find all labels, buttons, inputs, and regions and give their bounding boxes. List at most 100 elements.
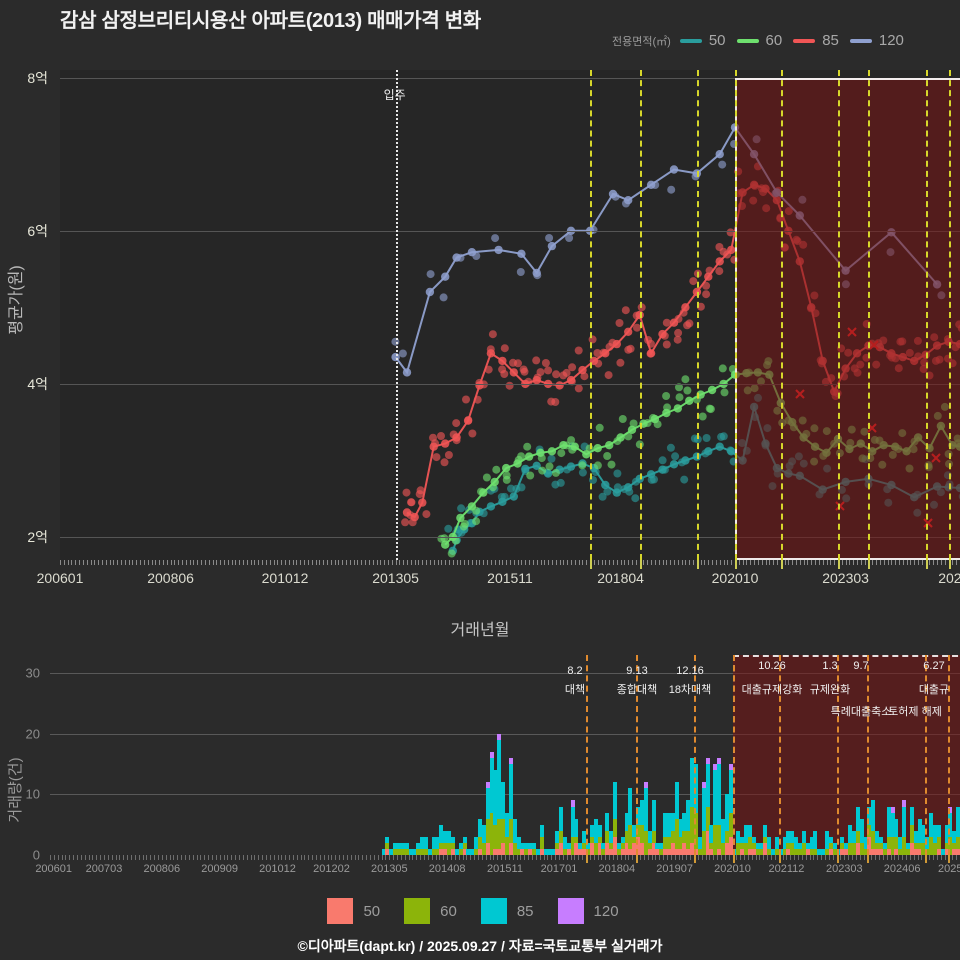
volume-xtick — [103, 855, 105, 860]
data-point — [489, 483, 497, 492]
volume-bar-segment-60 — [917, 842, 922, 849]
volume-bar-segment-85 — [913, 830, 918, 843]
volume-xtick — [231, 855, 233, 860]
main-xtick — [197, 560, 199, 565]
volume-policy-line — [836, 655, 839, 855]
volume-bar — [447, 830, 452, 855]
volume-xtick — [169, 855, 171, 860]
main-xtick — [662, 560, 664, 565]
volume-bar — [435, 836, 440, 855]
volume-xtick — [285, 855, 287, 860]
main-xtick — [220, 560, 222, 565]
volume-label-50: 50 — [363, 902, 381, 920]
volume-xtick — [196, 855, 198, 860]
main-xtick — [796, 560, 798, 565]
volume-bar — [886, 806, 891, 855]
volume-xtick — [647, 855, 649, 860]
volume-bar — [528, 842, 533, 855]
volume-gridline — [50, 733, 960, 735]
main-gridline — [60, 537, 960, 539]
volume-bar-segment-85 — [620, 836, 625, 843]
main-xtick — [712, 560, 714, 565]
volume-bar — [639, 800, 644, 855]
volume-bar-segment-85 — [732, 848, 737, 855]
data-point — [644, 336, 653, 344]
volume-xtick — [335, 855, 337, 860]
volume-bar — [921, 824, 926, 855]
data-point — [593, 461, 602, 470]
volume-bar-segment-60 — [481, 842, 486, 855]
volume-bar — [458, 842, 463, 855]
volume-xtick — [767, 855, 769, 860]
volume-bar-segment-85 — [612, 782, 617, 819]
main-xtick — [940, 560, 942, 565]
volume-bar-segment-50 — [520, 848, 525, 855]
volume-xtick — [96, 855, 98, 860]
main-xtick — [414, 560, 416, 565]
data-point — [432, 453, 441, 462]
volume-bar-segment-120 — [713, 764, 718, 771]
main-xtick — [792, 560, 794, 565]
main-xtick — [811, 560, 813, 565]
main-xtick — [830, 560, 832, 565]
volume-xtick-major — [867, 855, 870, 863]
volume-xtick — [127, 855, 129, 860]
main-xtick — [300, 560, 302, 565]
volume-bar — [574, 818, 579, 855]
volume-bar — [601, 842, 606, 855]
volume-xtick — [76, 855, 78, 860]
main-xtick — [124, 560, 126, 565]
data-point — [662, 340, 671, 349]
volume-bar-segment-85 — [759, 842, 764, 849]
volume-bar-segment-60 — [755, 848, 760, 855]
volume-xtick — [844, 855, 846, 860]
volume-xtick — [771, 855, 773, 860]
main-xtick-major — [948, 560, 951, 569]
main-ytick-label: 2억 — [27, 529, 48, 546]
main-xtick — [483, 560, 485, 565]
main-xtick — [296, 560, 298, 565]
data-point — [552, 370, 561, 379]
main-xtick — [628, 560, 630, 565]
data-point — [562, 441, 571, 450]
main-xtick — [387, 560, 389, 565]
volume-bar-segment-60 — [447, 842, 452, 855]
main-xtick — [952, 560, 954, 565]
volume-xtick-label: 201012 — [259, 863, 296, 875]
volume-xtick — [547, 855, 549, 860]
data-point — [608, 338, 617, 347]
volume-bar — [474, 836, 479, 855]
volume-bar — [520, 842, 525, 855]
volume-bar-segment-85 — [381, 848, 386, 855]
volume-bar-segment-50 — [828, 848, 833, 855]
policy-annotation-date: 10.26 — [758, 660, 786, 672]
data-point — [532, 461, 541, 470]
volume-xtick — [447, 855, 449, 860]
volume-xtick — [265, 855, 267, 860]
volume-bar-segment-60 — [643, 830, 648, 855]
volume-xtick — [416, 855, 418, 860]
volume-bar-segment-85 — [774, 836, 779, 849]
data-point — [728, 365, 737, 373]
legend-label-85: 85 — [822, 32, 839, 49]
volume-bar-segment-50 — [840, 848, 845, 855]
volume-bar-segment-60 — [647, 842, 652, 849]
volume-xtick — [686, 855, 688, 860]
volume-xtick — [208, 855, 210, 860]
volume-xtick-major — [836, 855, 839, 863]
data-point — [632, 311, 641, 320]
volume-bar-segment-60 — [801, 842, 806, 855]
volume-xtick — [443, 855, 445, 860]
main-xtick — [223, 560, 225, 565]
volume-xtick — [786, 855, 788, 860]
volume-bar — [508, 758, 513, 855]
volume-bar-segment-60 — [686, 830, 691, 849]
volume-bar — [898, 836, 903, 855]
data-point — [459, 522, 468, 531]
policy-marker-line — [868, 70, 871, 560]
volume-bar-segment-60 — [898, 848, 903, 855]
volume-bar-segment-85 — [767, 836, 772, 849]
volume-bar — [786, 830, 791, 855]
volume-bar-segment-50 — [678, 848, 683, 855]
volume-bar-segment-60 — [713, 824, 718, 855]
